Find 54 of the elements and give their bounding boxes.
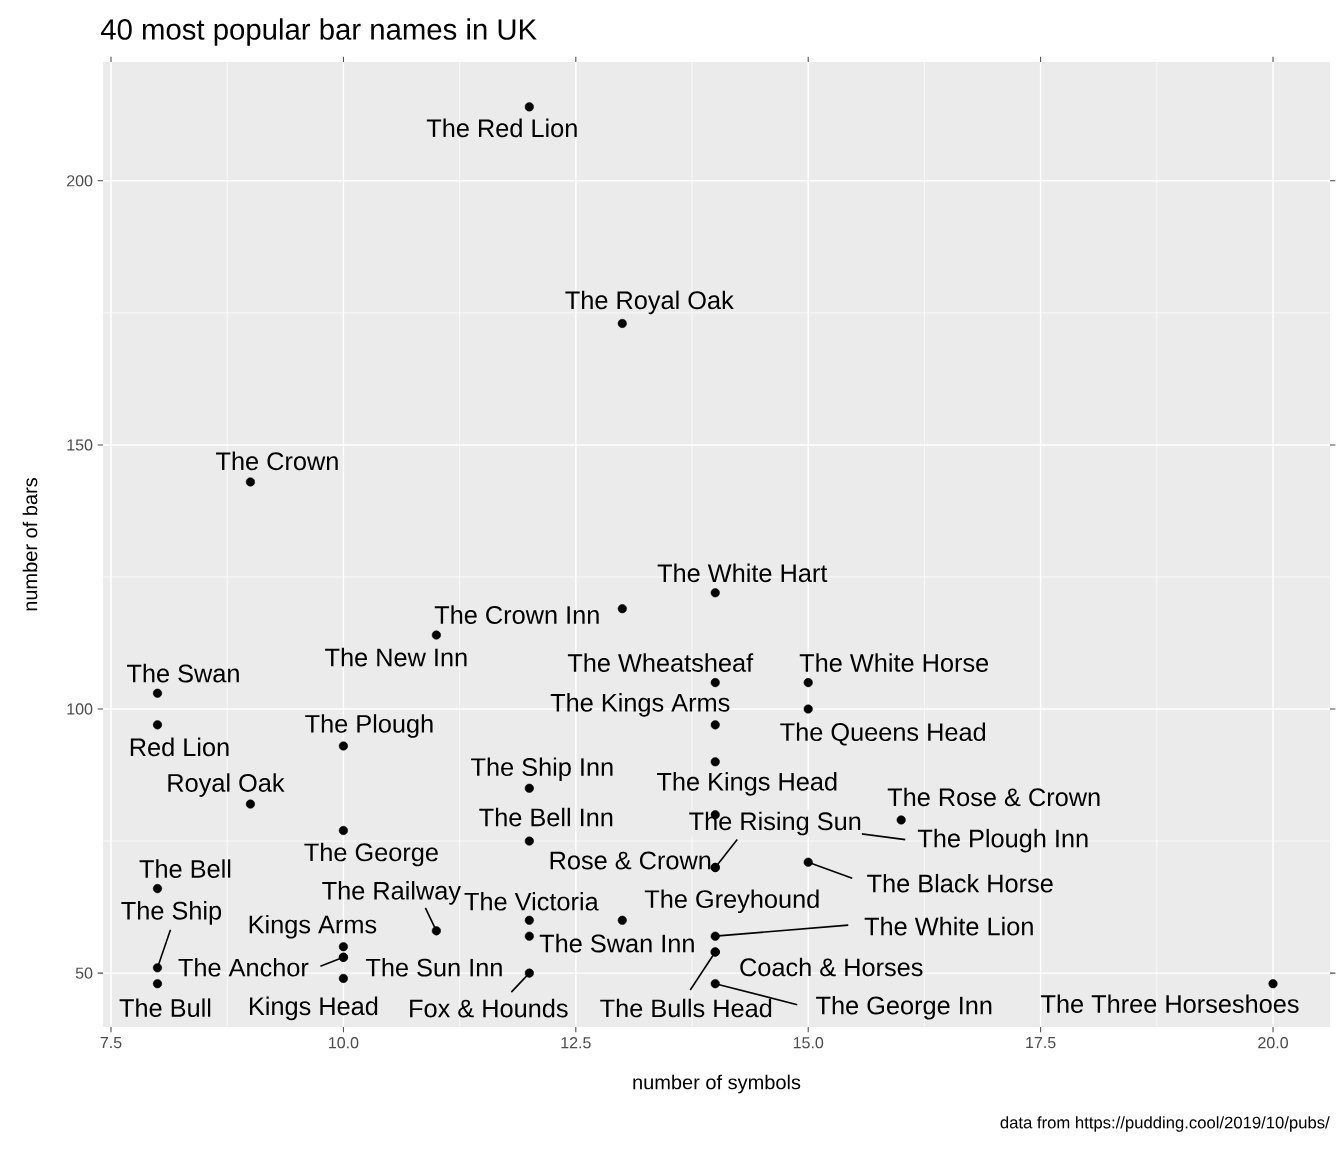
annotation: The Wheatsheaf [567,653,754,672]
x-tick-label: 12.5 [561,1037,591,1049]
annotation: The Victoria [464,892,599,911]
annotation: Kings Arms [249,914,377,939]
annotation: The Sun Inn [365,957,502,977]
annotation: The Crown [216,451,338,471]
annotation: The Greyhound [644,889,819,914]
chart-title: 40 most popular bar names in UK [100,18,537,46]
annotation: Coach & Horses [740,957,923,977]
annotation: The George [304,842,438,867]
text: data from https://pudding.cool/2019/10/pubs/ [1000,1116,1330,1132]
annotation: The Ship [121,901,222,925]
x-tick-label: 15.0 [793,1037,824,1049]
annotation: The Bell [139,859,231,878]
annotation: The Rose & Crown [887,787,1100,807]
y-tick-label: 200 [67,175,93,187]
y-tick-label: 150 [67,439,93,451]
y-axis-title: number of bars [22,478,38,611]
annotation: The White Lion [864,916,1033,936]
annotation: The Royal Oak [565,290,734,315]
x-tick-label: 20.0 [1258,1037,1288,1049]
annotation: The Plough Inn [917,828,1088,853]
annotation: The White Horse [799,653,989,672]
annotation: The Bell Inn [479,807,613,827]
annotation: The Kings Head [656,772,837,796]
annotation: The Railway [322,881,461,905]
annotation: Royal Oak [168,773,285,797]
annotation: Fox & Hounds [410,998,568,1018]
annotation: Kings Head [249,996,378,1021]
y-tick-label: 100 [67,703,93,715]
annotation: The Three Horseshoes [1041,994,1299,1013]
annotation: The Plough [305,714,433,738]
annotation: The Anchor [178,957,309,977]
annotation: The Ship Inn [471,757,613,782]
annotation: The Bull [119,998,211,1017]
annotation: The Rising Sun [689,811,861,836]
annotation: The Crown Inn [434,605,599,624]
x-tick-label: 17.5 [1026,1037,1056,1049]
annotation: The Red Lion [426,118,577,138]
annotation: The Queens Head [780,722,986,746]
y-tick-label: 50 [75,967,93,979]
annotation: The Swan Inn [539,933,694,953]
annotation: The Kings Arms [550,693,730,717]
x-tick-label: 7.5 [100,1037,122,1049]
annotation: The Swan [127,663,239,683]
annotation: The Black Horse [867,873,1053,893]
annotation: Red Lion [130,737,229,757]
annotation: The New Inn [325,647,467,667]
annotation: The George Inn [816,995,992,1020]
annotation: Rose & Crown [550,851,711,870]
x-tick-label: 10.0 [329,1037,359,1049]
annotation: The Bulls Head [600,998,772,1018]
annotation: The White Hart [657,563,828,583]
x-axis-title: number of symbols [633,1074,801,1094]
